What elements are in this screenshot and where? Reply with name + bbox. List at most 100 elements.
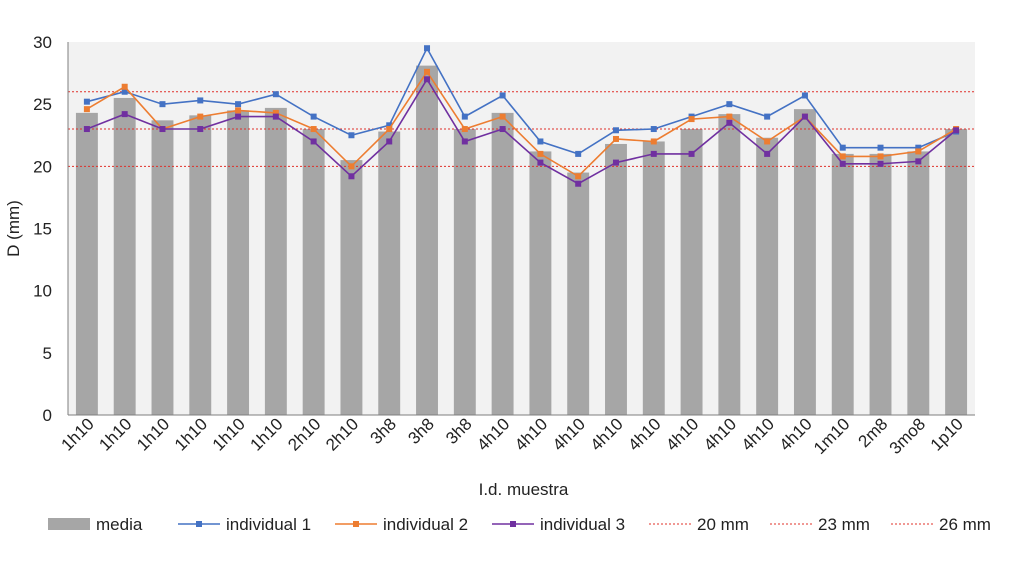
bar-media bbox=[680, 129, 703, 416]
point-individual-2 bbox=[688, 116, 695, 123]
bar-media bbox=[453, 129, 476, 416]
legend-label-26-mm: 26 mm bbox=[939, 515, 991, 534]
x-tick-label: 1h10 bbox=[246, 414, 286, 454]
x-tick-label: 3mo8 bbox=[886, 414, 930, 458]
x-tick-label: 2h10 bbox=[322, 414, 362, 454]
point-individual-1 bbox=[461, 113, 468, 120]
point-individual-2 bbox=[235, 107, 242, 114]
point-individual-3 bbox=[953, 127, 960, 134]
point-individual-2 bbox=[537, 150, 544, 157]
point-individual-3 bbox=[348, 173, 355, 180]
point-individual-3 bbox=[726, 119, 733, 126]
plot-area bbox=[68, 42, 975, 416]
point-individual-3 bbox=[272, 113, 279, 120]
point-individual-2 bbox=[915, 148, 922, 155]
x-tick-label: 3h8 bbox=[442, 414, 475, 447]
point-individual-3 bbox=[499, 126, 506, 133]
point-individual-1 bbox=[272, 91, 279, 98]
legend-marker-individual-2 bbox=[353, 521, 359, 527]
x-tick-label: 4h10 bbox=[549, 414, 589, 454]
point-individual-3 bbox=[461, 138, 468, 145]
bar-media bbox=[227, 110, 250, 415]
point-individual-3 bbox=[839, 160, 846, 167]
x-tick-label: 1h10 bbox=[171, 414, 211, 454]
point-individual-2 bbox=[839, 153, 846, 160]
series-line-individual-3 bbox=[86, 77, 957, 185]
legend-label-media: media bbox=[96, 515, 143, 534]
point-individual-1 bbox=[650, 126, 657, 133]
bar-media bbox=[302, 129, 325, 416]
bar-media bbox=[189, 115, 212, 416]
point-individual-1 bbox=[348, 132, 355, 139]
point-individual-1 bbox=[612, 127, 619, 134]
bar-media bbox=[907, 151, 930, 415]
point-individual-1 bbox=[801, 92, 808, 99]
y-tick-label: 5 bbox=[43, 344, 52, 363]
point-individual-3 bbox=[424, 76, 431, 83]
x-tick-label: 4h10 bbox=[587, 414, 627, 454]
point-individual-3 bbox=[537, 159, 544, 166]
point-individual-2 bbox=[764, 138, 771, 145]
y-tick-label: 30 bbox=[33, 33, 52, 52]
x-tick-label: 3h8 bbox=[404, 414, 437, 447]
point-individual-2 bbox=[386, 126, 393, 133]
bar-media bbox=[491, 112, 514, 416]
point-individual-2 bbox=[650, 138, 657, 145]
point-individual-2 bbox=[121, 83, 128, 90]
point-individual-3 bbox=[310, 138, 317, 145]
x-tick-label: 1m10 bbox=[810, 414, 854, 458]
y-tick-label: 15 bbox=[33, 220, 52, 239]
point-individual-3 bbox=[801, 113, 808, 120]
bar-media bbox=[416, 65, 438, 415]
bar-media bbox=[605, 143, 627, 415]
x-tick-label: 4h10 bbox=[776, 414, 816, 454]
x-tick-label: 4h10 bbox=[738, 414, 778, 454]
bar-media bbox=[945, 129, 968, 416]
x-tick-label: 2h10 bbox=[284, 414, 324, 454]
point-individual-1 bbox=[424, 45, 431, 52]
bar-media bbox=[264, 107, 287, 415]
point-individual-2 bbox=[310, 126, 317, 133]
bar-media bbox=[831, 153, 854, 415]
point-individual-1 bbox=[310, 113, 317, 120]
x-tick-label: 1h10 bbox=[209, 414, 249, 454]
point-individual-3 bbox=[650, 150, 657, 157]
series-line-individual-1 bbox=[86, 46, 957, 155]
point-individual-1 bbox=[877, 144, 884, 151]
point-individual-3 bbox=[612, 159, 619, 166]
legend-label-20-mm: 20 mm bbox=[697, 515, 749, 534]
point-individual-2 bbox=[348, 163, 355, 170]
x-tick-label: 3h8 bbox=[367, 414, 400, 447]
point-individual-2 bbox=[877, 153, 884, 160]
legend-marker-individual-1 bbox=[196, 521, 202, 527]
point-individual-2 bbox=[272, 109, 279, 116]
point-individual-1 bbox=[235, 101, 242, 108]
y-tick-label: 10 bbox=[33, 282, 52, 301]
legend-swatch-media bbox=[48, 518, 90, 530]
bar-media bbox=[75, 112, 98, 416]
bar-media bbox=[869, 153, 892, 415]
legend-marker-individual-3 bbox=[510, 521, 516, 527]
legend-label-23-mm: 23 mm bbox=[818, 515, 870, 534]
point-individual-1 bbox=[159, 101, 166, 108]
point-individual-1 bbox=[197, 97, 204, 104]
point-individual-3 bbox=[83, 126, 90, 133]
point-individual-2 bbox=[424, 68, 431, 75]
x-tick-label: 4h10 bbox=[624, 414, 664, 454]
y-tick-label: 0 bbox=[43, 406, 52, 425]
point-individual-3 bbox=[159, 126, 166, 133]
point-individual-1 bbox=[83, 98, 90, 105]
y-tick-label: 20 bbox=[33, 157, 52, 176]
legend-label-individual-2: individual 2 bbox=[383, 515, 468, 534]
x-tick-label: 1p10 bbox=[927, 414, 967, 454]
point-individual-1 bbox=[537, 138, 544, 145]
x-tick-label: 4h10 bbox=[700, 414, 740, 454]
x-tick-label: 1h10 bbox=[95, 414, 135, 454]
point-individual-1 bbox=[915, 144, 922, 151]
point-individual-1 bbox=[386, 122, 393, 129]
point-individual-3 bbox=[915, 158, 922, 165]
bar-media bbox=[113, 97, 136, 415]
point-individual-1 bbox=[726, 101, 733, 108]
x-axis-title: I.d. muestra bbox=[479, 480, 569, 499]
bar-media bbox=[642, 141, 665, 415]
